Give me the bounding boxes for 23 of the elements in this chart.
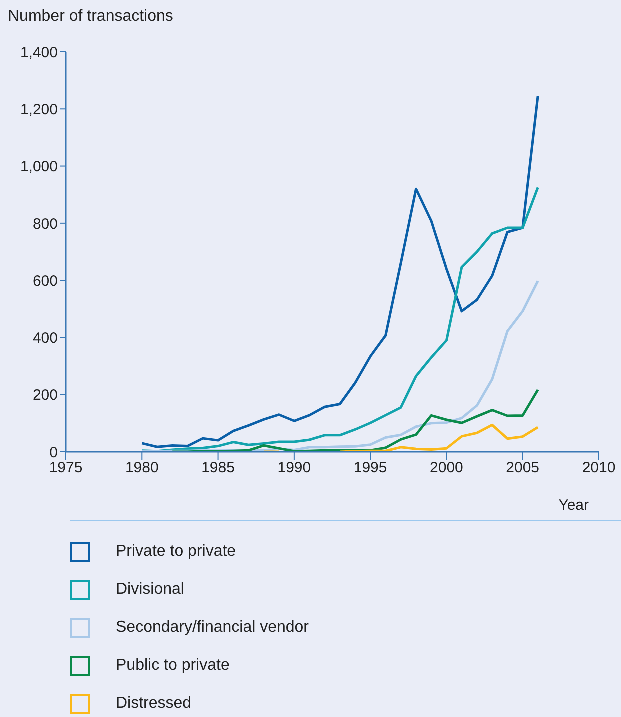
x-tick-label: 2005: [506, 460, 540, 477]
y-axis-title: Number of transactions: [8, 8, 174, 26]
x-tick-label: 1995: [354, 460, 388, 477]
x-tick-label: 1990: [278, 460, 312, 477]
legend-label: Secondary/financial vendor: [116, 619, 310, 637]
x-tick-label: 1975: [49, 460, 83, 477]
y-tick-label: 400: [32, 330, 58, 348]
y-tick-label: 200: [32, 387, 58, 404]
x-tick-label: 2000: [430, 460, 464, 477]
x-tick-label: 1980: [125, 460, 159, 477]
x-axis-title: Year: [558, 497, 589, 514]
legend-label: Divisional: [116, 581, 184, 599]
x-tick-label: 1985: [202, 460, 235, 477]
y-tick-label: 1,000: [20, 158, 58, 176]
legend-label: Private to private: [116, 543, 236, 561]
legend-label: Public to private: [116, 657, 230, 675]
y-tick-label: 600: [32, 272, 58, 290]
y-tick-label: 800: [32, 216, 58, 233]
legend-label: Distressed: [116, 695, 192, 713]
y-tick-label: 0: [50, 444, 58, 462]
y-tick-label: 1,200: [20, 101, 58, 118]
x-tick-label: 2010: [582, 460, 616, 477]
y-tick-label: 1,400: [20, 44, 58, 62]
